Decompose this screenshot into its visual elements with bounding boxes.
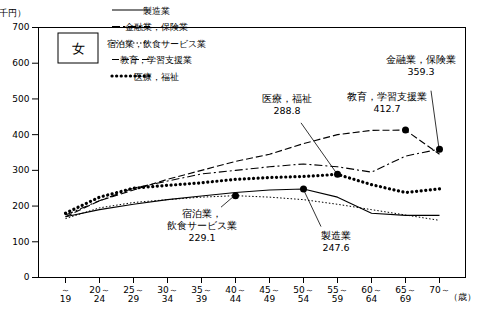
svg-text:200: 200 [12, 201, 29, 211]
svg-text:教育，学習支援業412.7: 教育，学習支援業412.7 [347, 91, 427, 114]
svg-text:600: 600 [12, 58, 29, 68]
svg-text:教育，学習支援業: 教育，学習支援業 [120, 55, 192, 65]
svg-text:0: 0 [24, 272, 30, 282]
svg-text:金融業，保険業359.3: 金融業，保険業359.3 [386, 54, 456, 77]
svg-text:宿泊業，飲食サービス業229.1: 宿泊業，飲食サービス業229.1 [167, 208, 237, 243]
svg-text:700: 700 [12, 22, 29, 32]
svg-text:女: 女 [72, 41, 85, 56]
svg-text:500: 500 [12, 94, 29, 104]
svg-text:金融業，保険業: 金融業，保険業 [125, 22, 188, 32]
svg-text:宿泊業，飲食サービス業: 宿泊業，飲食サービス業 [107, 39, 206, 49]
svg-text:25～29: 25～29 [123, 285, 143, 304]
svg-text:（歳）: （歳） [449, 292, 476, 302]
svg-text:65～69: 65～69 [395, 285, 415, 304]
svg-text:35～39: 35～39 [191, 285, 211, 304]
svg-text:300: 300 [12, 165, 29, 175]
svg-text:医療，福祉: 医療，福祉 [134, 72, 179, 82]
svg-text:～19: ～19 [60, 285, 72, 304]
svg-text:製造業247.6: 製造業247.6 [321, 230, 351, 253]
svg-text:45～49: 45～49 [259, 285, 279, 304]
svg-text:50～54: 50～54 [293, 285, 313, 304]
svg-text:60～64: 60～64 [361, 285, 381, 304]
svg-text:製造業: 製造業 [143, 6, 170, 16]
svg-text:医療，福祉288.8: 医療，福祉288.8 [262, 93, 312, 116]
svg-text:55～59: 55～59 [327, 285, 347, 304]
svg-text:30～34: 30～34 [157, 285, 177, 304]
svg-text:400: 400 [12, 130, 29, 140]
svg-text:70～: 70～ [429, 285, 449, 295]
svg-text:20～24: 20～24 [89, 285, 109, 304]
svg-text:100: 100 [12, 237, 29, 247]
svg-text:40～44: 40～44 [225, 285, 245, 304]
svg-text:（千円）: （千円） [0, 8, 26, 18]
